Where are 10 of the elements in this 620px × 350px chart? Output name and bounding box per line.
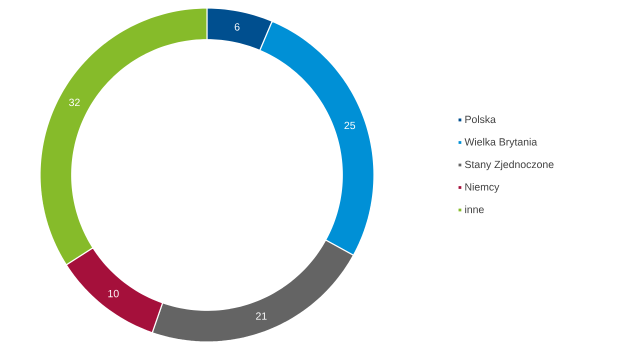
legend-label: Polska — [465, 115, 496, 124]
legend-label: inne — [465, 205, 484, 214]
data-label: 6 — [234, 23, 240, 31]
legend-label: Stany Zjednoczone — [464, 160, 554, 170]
legend-label: Wielka Brytania — [464, 138, 538, 148]
data-label: 25 — [344, 122, 356, 130]
legend-label: Niemcy — [465, 182, 500, 193]
data-label: 21 — [256, 312, 267, 320]
data-label: 10 — [108, 290, 119, 298]
data-label: 32 — [69, 98, 80, 106]
